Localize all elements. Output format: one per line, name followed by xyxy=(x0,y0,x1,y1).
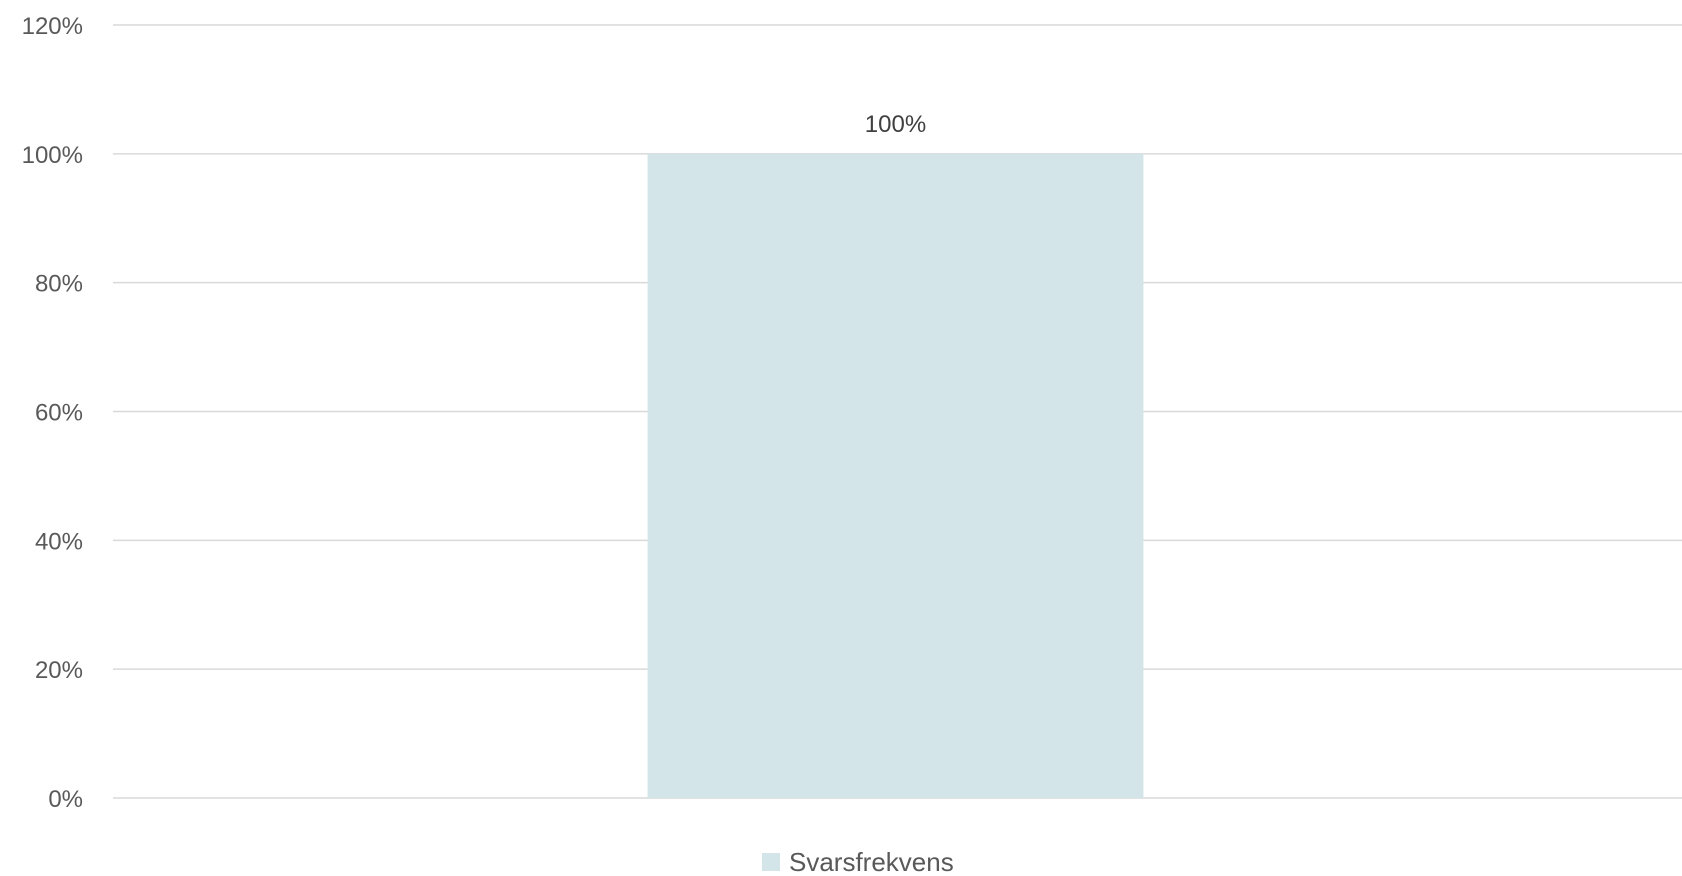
data-labels: 100% xyxy=(865,111,926,138)
bar-data-label: 100% xyxy=(865,111,926,138)
legend-swatch xyxy=(762,853,780,871)
y-tick-label: 80% xyxy=(35,271,83,298)
y-tick-label: 120% xyxy=(22,13,83,40)
legend: Svarsfrekvens xyxy=(762,847,954,876)
y-tick-label: 40% xyxy=(35,528,83,555)
y-axis-tick-labels: 0% 20% 40% 60% 80% 100% 120% xyxy=(22,13,83,813)
bar xyxy=(647,153,1144,799)
y-tick-label: 0% xyxy=(48,786,83,813)
y-tick-label: 20% xyxy=(35,657,83,684)
y-tick-label: 100% xyxy=(22,142,83,169)
legend-label: Svarsfrekvens xyxy=(789,847,954,876)
bars xyxy=(647,153,1144,799)
y-tick-label: 60% xyxy=(35,400,83,427)
